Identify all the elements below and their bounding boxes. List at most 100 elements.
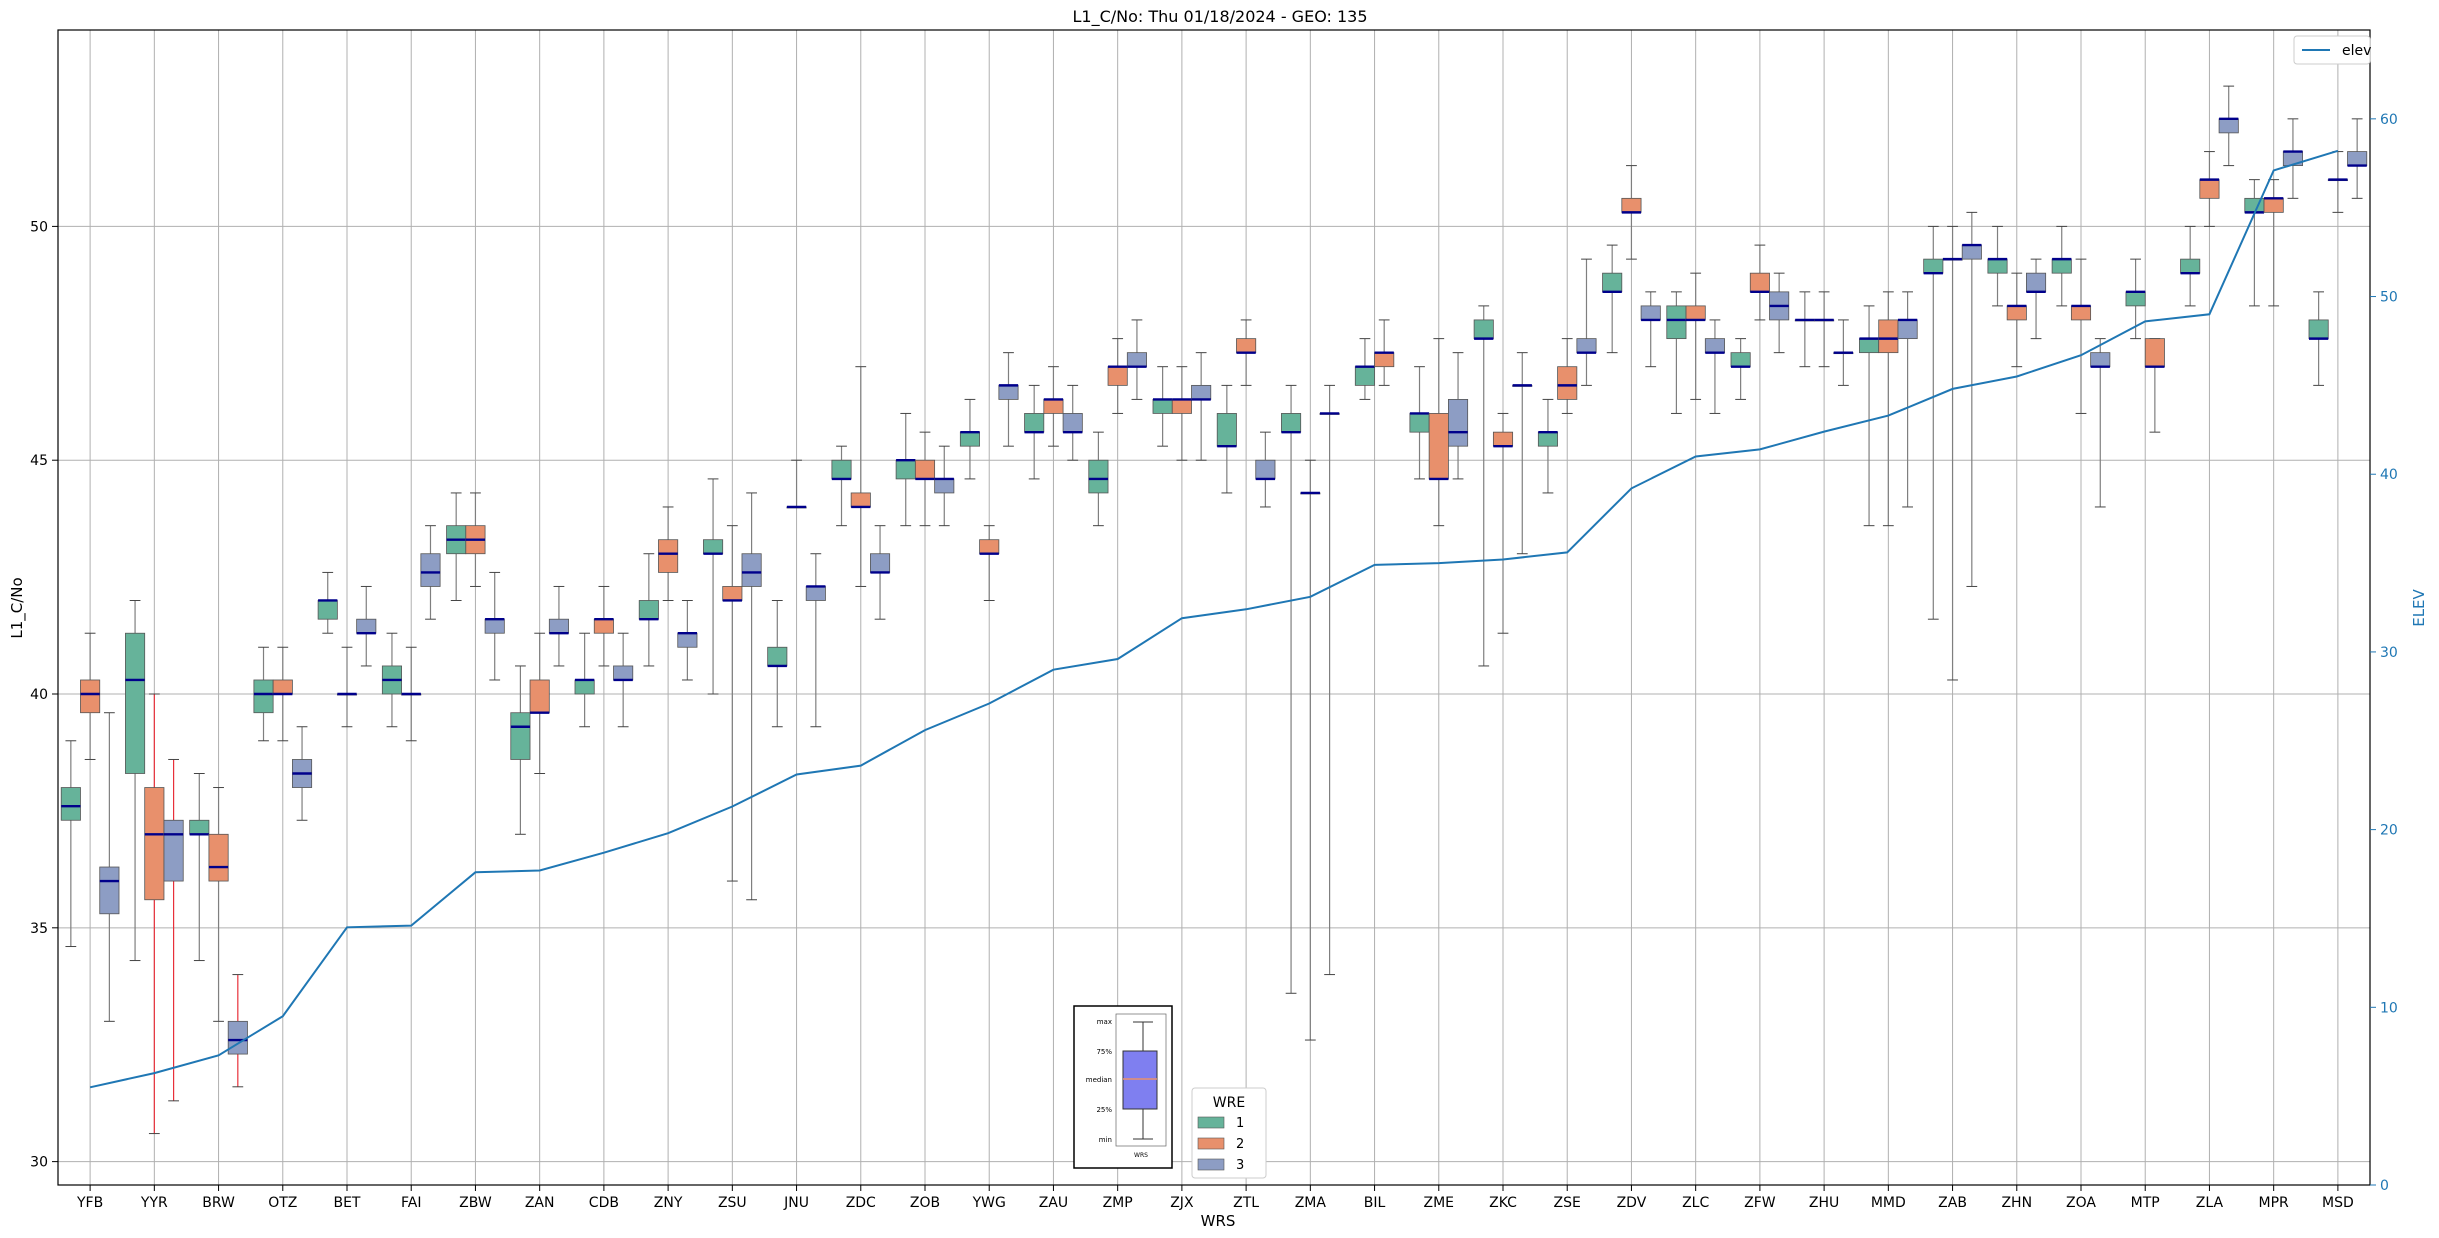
box-body [741, 553, 762, 587]
box-body [1062, 413, 1083, 433]
x-tick-label: JNU [783, 1195, 809, 1211]
y2-axis: 0 10 20 30 40 50 60 [2370, 112, 2398, 1194]
box-body [703, 539, 724, 555]
x-tick-label: ZMP [1103, 1195, 1133, 1211]
box-body [317, 600, 338, 620]
box-ZOA-1 [2051, 225, 2072, 307]
inset-xlabel: WRS [1134, 1152, 1148, 1159]
box-MTP-1 [2125, 258, 2146, 340]
box-body [2263, 197, 2284, 213]
box-ZSU-1 [703, 478, 724, 695]
line-legend-frame [2293, 35, 2371, 65]
box-YWG-3 [998, 352, 1019, 447]
line-legend: elev [2293, 35, 2371, 65]
box-ZFW-2 [1749, 244, 1770, 321]
box-ZMA-3 [1319, 384, 1340, 976]
box-body [1191, 384, 1212, 400]
box-body [638, 600, 659, 620]
box-body [1859, 338, 1880, 354]
box-ZSE-2 [1557, 338, 1578, 414]
box-body [2144, 338, 2165, 368]
box-ZJX-3 [1191, 352, 1212, 461]
box-ZME-2 [1428, 338, 1449, 527]
x-tick-label: ZFW [1744, 1195, 1776, 1211]
elev-line [89, 149, 2339, 1089]
box-body [2070, 305, 2092, 321]
grid [58, 30, 2370, 1185]
elev-line-layer [89, 149, 2339, 1089]
box-CDB-2 [593, 585, 614, 667]
box-body [1473, 319, 1494, 340]
box-body [1281, 413, 1302, 433]
box-ZOB-1 [895, 412, 916, 527]
box-body [1961, 244, 1982, 260]
box-ZKC-3 [1512, 352, 1533, 555]
box-YWG-1 [959, 398, 980, 480]
box-ZMP-3 [1126, 319, 1147, 400]
box-body [60, 787, 81, 821]
box-body [1576, 338, 1597, 354]
box-body [658, 539, 679, 573]
box-body [2051, 258, 2072, 274]
box-body [2006, 305, 2027, 321]
box-ZDV-2 [1621, 165, 1642, 260]
box-legend: WRE 1 2 3 [1191, 1087, 1267, 1179]
x-tick-label: BET [333, 1195, 360, 1211]
box-MTP-2 [2144, 338, 2165, 433]
box-body [1749, 272, 1770, 293]
box-ZMP-2 [1107, 338, 1128, 414]
box-body [677, 632, 698, 648]
box-legend-frame [1191, 1087, 1267, 1179]
x-tick-label: ZKC [1489, 1195, 1517, 1211]
box-body [1640, 305, 1661, 321]
box-ZLC-2 [1685, 272, 1706, 400]
box-ZNY-3 [677, 599, 698, 681]
box-body [1152, 399, 1173, 414]
box-ZNY-2 [658, 506, 679, 601]
box-ZMA-1 [1281, 384, 1302, 994]
box-ZSE-3 [1576, 258, 1597, 386]
y2-tick-label: 30 [2380, 645, 2398, 661]
box-ZBW-3 [484, 571, 505, 681]
box-body [356, 618, 377, 634]
y-axis-label: L1_C/No [8, 577, 27, 638]
box-body [1666, 305, 1687, 340]
y2-tick-label: 40 [2380, 467, 2398, 483]
inset-inner-axes [1115, 1013, 1167, 1147]
box-ZLA-1 [2180, 225, 2201, 307]
chart-title: L1_C/No: Thu 01/18/2024 - GEO: 135 [1072, 7, 1367, 27]
box-ZHN-1 [1987, 225, 2008, 307]
y2-tick-label: 10 [2380, 1000, 2398, 1016]
box-body [227, 1020, 248, 1055]
box-BIL-1 [1354, 338, 1375, 400]
box-ZHN-2 [2006, 272, 2027, 368]
x-tick-label: YFB [76, 1195, 103, 1211]
box-ZOB-3 [934, 445, 955, 527]
box-body [2026, 272, 2047, 293]
inset-label-25: 25% [1096, 1106, 1112, 1114]
box-YYR-3 [163, 758, 184, 1102]
box-body [529, 679, 550, 714]
box-ZAU-1 [1024, 384, 1045, 480]
box-FAI-3 [420, 525, 441, 620]
x-tick-label: MMD [1871, 1195, 1906, 1211]
box-body [1923, 258, 1944, 274]
x-tick-label: ZAB [1938, 1195, 1967, 1211]
box-body [805, 586, 826, 601]
y2-tick-label: 0 [2380, 1178, 2389, 1194]
box-ZAU-2 [1043, 366, 1064, 447]
inset-label-75: 75% [1096, 1048, 1112, 1056]
box-body [510, 712, 531, 760]
x-tick-label: FAI [401, 1195, 421, 1211]
box-FAI-2 [401, 646, 422, 742]
box-body [870, 553, 891, 573]
box-body [80, 679, 101, 714]
x-tick-label: ZAU [1039, 1195, 1068, 1211]
box-body [1255, 459, 1276, 480]
box-body [548, 618, 569, 634]
box-body [1537, 431, 1558, 447]
box-ZBW-1 [446, 492, 467, 601]
box-CDB-3 [613, 632, 634, 728]
x-tick-label: ZTL [1233, 1195, 1259, 1211]
